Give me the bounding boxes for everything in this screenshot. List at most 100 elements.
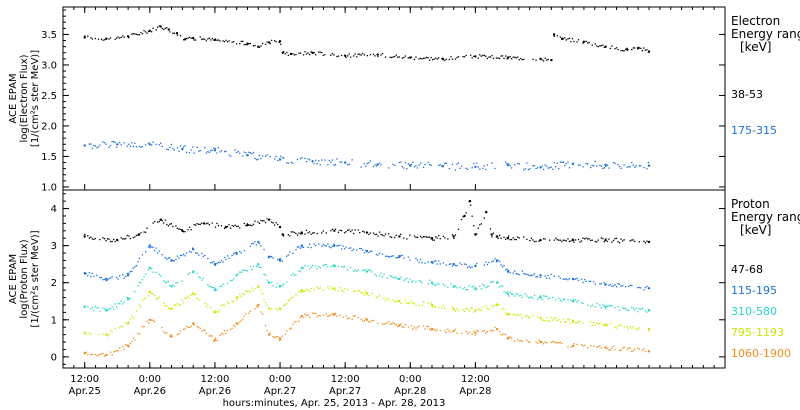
scatter-dot bbox=[111, 354, 113, 356]
scatter-dot bbox=[371, 250, 373, 252]
scatter-dot bbox=[188, 272, 191, 274]
scatter-dot bbox=[307, 314, 309, 316]
scatter-dot bbox=[471, 333, 473, 335]
scatter-dot bbox=[372, 53, 375, 55]
scatter-dot bbox=[541, 298, 543, 301]
series-115-195 bbox=[83, 240, 651, 291]
scatter-dot bbox=[99, 238, 101, 241]
scatter-dot bbox=[451, 163, 454, 166]
scatter-dot bbox=[293, 274, 296, 276]
scatter-dot bbox=[254, 157, 256, 160]
scatter-dot bbox=[456, 332, 458, 334]
scatter-dot bbox=[252, 265, 255, 268]
scatter-dot bbox=[266, 329, 268, 332]
data-point bbox=[552, 33, 556, 36]
scatter-dot bbox=[362, 249, 364, 251]
scatter-dot bbox=[340, 289, 343, 291]
scatter-dot bbox=[211, 261, 213, 264]
scatter-dot bbox=[240, 271, 242, 273]
scatter-dot bbox=[631, 284, 633, 287]
scatter-dot bbox=[309, 268, 311, 270]
scatter-dot bbox=[102, 39, 104, 41]
scatter-dot bbox=[161, 220, 163, 222]
scatter-dot bbox=[558, 297, 560, 300]
scatter-dot bbox=[518, 295, 520, 297]
scatter-dot bbox=[267, 257, 270, 259]
scatter-dot bbox=[233, 225, 235, 227]
scatter-dot bbox=[389, 323, 391, 325]
scatter-dot bbox=[480, 288, 482, 290]
scatter-dot bbox=[553, 161, 555, 164]
scatter-dot bbox=[144, 297, 147, 299]
scatter-dot bbox=[164, 332, 166, 334]
scatter-dot bbox=[233, 324, 235, 327]
scatter-dot bbox=[470, 54, 472, 56]
scatter-dot bbox=[290, 231, 292, 233]
scatter-dot bbox=[456, 56, 458, 59]
scatter-dot bbox=[482, 306, 484, 308]
scatter-dot bbox=[609, 47, 612, 49]
scatter-dot bbox=[603, 46, 605, 48]
scatter-dot bbox=[334, 265, 337, 267]
scatter-dot bbox=[286, 162, 288, 164]
scatter-dot bbox=[635, 165, 637, 167]
scatter-dot bbox=[309, 316, 311, 318]
scatter-dot bbox=[442, 165, 444, 167]
scatter-dot bbox=[347, 288, 349, 291]
scatter-dot bbox=[222, 304, 224, 306]
scatter-dot bbox=[517, 162, 519, 165]
scatter-dot bbox=[330, 54, 332, 56]
scatter-dot bbox=[479, 54, 481, 56]
scatter-dot bbox=[222, 261, 224, 263]
scatter-dot bbox=[568, 240, 571, 243]
scatter-dot bbox=[258, 222, 261, 224]
scatter-dot bbox=[445, 162, 447, 164]
scatter-dot bbox=[388, 167, 390, 169]
scatter-dot bbox=[351, 318, 353, 320]
scatter-dot bbox=[398, 161, 400, 164]
scatter-dot bbox=[271, 308, 273, 310]
scatter-dot bbox=[147, 322, 150, 324]
scatter-dot bbox=[175, 282, 177, 284]
scatter-dot bbox=[284, 53, 286, 55]
scatter-dot bbox=[628, 347, 630, 349]
scatter-dot bbox=[404, 279, 406, 281]
scatter-dot bbox=[99, 310, 101, 313]
scatter-dot bbox=[163, 331, 165, 333]
scatter-dot bbox=[266, 279, 268, 281]
scatter-dot bbox=[185, 37, 188, 40]
scatter-dot bbox=[333, 314, 335, 316]
scatter-dot bbox=[503, 236, 505, 238]
scatter-dot bbox=[315, 244, 317, 247]
scatter-dot bbox=[105, 280, 107, 282]
scatter-dot bbox=[340, 266, 343, 268]
scatter-dot bbox=[225, 150, 227, 153]
scatter-dot bbox=[328, 159, 330, 162]
scatter-dot bbox=[482, 283, 484, 285]
scatter-dot bbox=[301, 291, 303, 293]
scatter-dot bbox=[237, 273, 239, 275]
data-point bbox=[213, 288, 217, 292]
scatter-dot bbox=[429, 59, 431, 61]
scatter-dot bbox=[208, 224, 210, 226]
scatter-dot bbox=[503, 57, 505, 59]
scatter-dot bbox=[172, 148, 174, 150]
scatter-dot bbox=[618, 165, 621, 168]
scatter-dot bbox=[248, 151, 250, 153]
scatter-dot bbox=[553, 317, 555, 320]
scatter-dot bbox=[482, 54, 484, 56]
scatter-dot bbox=[430, 329, 432, 331]
scatter-dot bbox=[445, 264, 447, 266]
scatter-dot bbox=[533, 165, 536, 167]
scatter-dot bbox=[269, 255, 271, 258]
scatter-dot bbox=[599, 164, 601, 166]
scatter-dot bbox=[520, 313, 522, 316]
scatter-dot bbox=[356, 56, 358, 58]
scatter-dot bbox=[234, 252, 236, 254]
electron-legend-title: Energy ranges bbox=[731, 27, 800, 41]
scatter-dot bbox=[211, 149, 213, 151]
scatter-dot bbox=[188, 326, 191, 328]
scatter-dot bbox=[511, 239, 513, 241]
scatter-dot bbox=[588, 280, 590, 282]
series-175-315 bbox=[83, 141, 651, 171]
